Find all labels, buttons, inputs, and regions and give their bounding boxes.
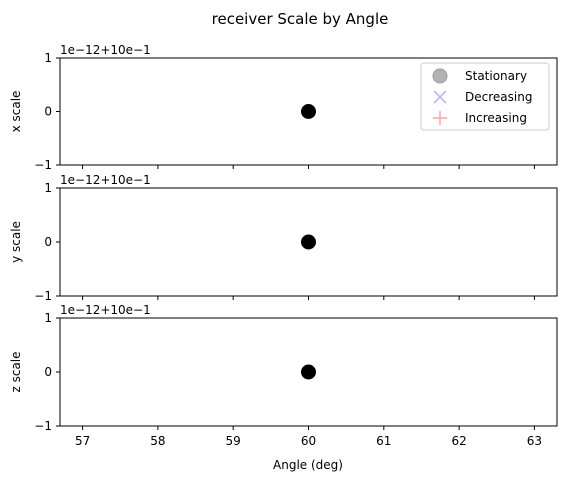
legend-box [420,62,550,131]
y-tick-label: −1 [34,419,52,433]
y-tick-label: −1 [34,289,52,303]
y-axis-label: x scale [9,91,23,133]
y-tick-label: 1 [44,181,52,195]
legend-label: Decreasing [465,90,532,104]
legend-marker-decreasing [433,90,447,104]
y-tick-label: 0 [44,235,52,249]
legend-marker-increasing [433,111,447,125]
legend-label: Stationary [465,69,527,83]
legend: Stationary Decreasing Increasing [420,62,550,131]
legend-marker-stationary [432,68,448,84]
x-axis-label: Angle (deg) [273,458,343,472]
data-point [301,234,316,250]
y-tick-label: 0 [44,105,52,119]
y-offset-text: 1e−12+10e−1 [60,303,151,317]
y-tick-label: 0 [44,365,52,379]
legend-label: Increasing [465,111,527,125]
y-tick-label: −1 [34,158,52,172]
chart-title: receiver Scale by Angle [212,10,389,28]
y-tick-label: 1 [44,311,52,325]
panel-3: −1 0 1 57 58 59 60 61 62 63 1e−12+10e−1 z scale [9,303,558,448]
x-tick-label: 58 [150,434,165,448]
x-tick-label: 62 [451,434,466,448]
panel-1: −1 0 1 1e−12+10e−1 x scale Stationary Decreasi… [9,43,558,172]
x-tick-label: 59 [226,434,241,448]
data-point [301,364,316,380]
x-tick-label: 57 [75,434,90,448]
x-tick-label: 60 [301,434,316,448]
y-tick-label: 1 [44,51,52,65]
y-offset-text: 1e−12+10e−1 [60,173,151,187]
x-tick-label: 63 [527,434,542,448]
y-offset-text: 1e−12+10e−1 [60,43,151,57]
data-point [301,104,316,119]
y-axis-label: z scale [9,351,23,392]
x-tick-label: 61 [376,434,391,448]
panel-2: −1 0 1 1e−12+10e−1 y scale [9,173,558,303]
y-axis-label: y scale [9,221,23,263]
